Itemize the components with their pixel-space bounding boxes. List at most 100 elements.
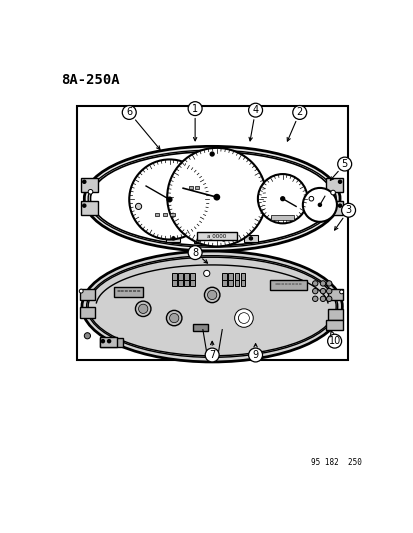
Bar [234, 273, 239, 280]
Circle shape [320, 288, 325, 294]
Bar [166, 235, 180, 242]
Bar [271, 215, 294, 220]
Text: 1: 1 [192, 103, 198, 114]
Bar [325, 320, 342, 329]
Circle shape [318, 203, 320, 206]
Circle shape [138, 304, 147, 313]
Circle shape [166, 310, 181, 326]
Circle shape [210, 152, 214, 156]
Bar [76, 106, 347, 360]
Circle shape [326, 296, 331, 302]
Circle shape [238, 313, 249, 324]
Circle shape [339, 290, 343, 294]
Circle shape [88, 189, 93, 194]
Circle shape [248, 103, 262, 117]
Bar [193, 237, 204, 243]
Bar [234, 280, 239, 287]
Text: 4: 4 [252, 105, 258, 115]
Bar [190, 280, 195, 287]
Circle shape [135, 301, 151, 317]
Circle shape [207, 290, 216, 300]
Bar [171, 280, 176, 287]
Circle shape [135, 203, 141, 209]
Bar [203, 150, 220, 158]
Bar [81, 201, 98, 215]
Circle shape [188, 246, 202, 260]
Bar [228, 273, 233, 280]
Ellipse shape [88, 150, 335, 247]
Text: 8A-250A: 8A-250A [61, 73, 119, 87]
Bar [178, 273, 182, 280]
Text: 6: 6 [126, 108, 132, 117]
Circle shape [203, 270, 209, 277]
Text: 10: 10 [328, 336, 340, 346]
Text: 7: 7 [209, 350, 215, 360]
Circle shape [326, 281, 331, 286]
Bar [325, 201, 342, 215]
Circle shape [235, 310, 250, 326]
Circle shape [292, 106, 306, 119]
Bar [100, 337, 116, 346]
Text: 8: 8 [192, 248, 198, 257]
Circle shape [101, 340, 104, 343]
Circle shape [320, 296, 325, 302]
Bar [178, 280, 182, 287]
Circle shape [312, 296, 317, 302]
Text: ========: ======== [274, 282, 302, 286]
Text: 95 182  250: 95 182 250 [310, 458, 361, 467]
Text: 5: 5 [341, 159, 347, 169]
Bar [270, 280, 307, 289]
Bar [228, 280, 233, 287]
Circle shape [248, 348, 262, 362]
Ellipse shape [82, 251, 342, 362]
Bar [114, 287, 143, 297]
Bar [327, 289, 342, 300]
Bar [327, 309, 342, 320]
Circle shape [222, 238, 225, 241]
Circle shape [326, 288, 331, 294]
Ellipse shape [86, 256, 337, 357]
Circle shape [234, 309, 253, 327]
Circle shape [107, 340, 110, 343]
Bar [243, 235, 257, 242]
Bar [170, 213, 175, 216]
Ellipse shape [88, 257, 335, 356]
Bar [222, 280, 226, 287]
Circle shape [122, 106, 136, 119]
Circle shape [327, 334, 341, 348]
Bar [184, 280, 188, 287]
Bar [196, 232, 236, 240]
Text: 2: 2 [296, 108, 302, 117]
Circle shape [129, 159, 209, 239]
Bar [195, 185, 199, 189]
Bar [218, 237, 229, 243]
Circle shape [312, 288, 317, 294]
Circle shape [308, 196, 313, 201]
Circle shape [238, 313, 247, 322]
Circle shape [83, 180, 85, 183]
Circle shape [205, 348, 218, 362]
Circle shape [330, 190, 335, 195]
Bar [162, 213, 167, 216]
Circle shape [204, 287, 219, 303]
Circle shape [341, 203, 355, 217]
Text: 9: 9 [252, 350, 258, 360]
Circle shape [214, 195, 219, 200]
Text: a_0000: a_0000 [206, 233, 226, 239]
Circle shape [249, 237, 252, 240]
Circle shape [338, 180, 341, 183]
Bar [192, 324, 208, 331]
Circle shape [302, 188, 336, 222]
Circle shape [338, 204, 341, 207]
Bar [171, 273, 176, 280]
Circle shape [171, 237, 175, 240]
Bar [184, 273, 188, 280]
Bar [325, 178, 342, 192]
Circle shape [167, 197, 171, 202]
Circle shape [188, 102, 202, 116]
Ellipse shape [90, 152, 333, 246]
Circle shape [312, 281, 317, 286]
Circle shape [167, 148, 266, 246]
Circle shape [337, 157, 351, 171]
Bar [240, 273, 245, 280]
